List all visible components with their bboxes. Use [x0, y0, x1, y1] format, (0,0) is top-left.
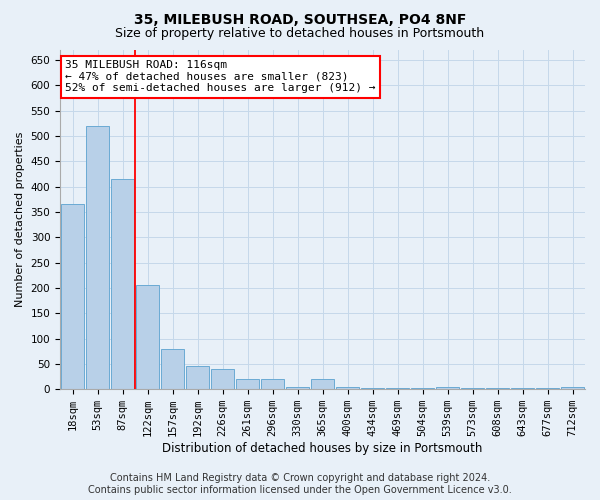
Text: 35 MILEBUSH ROAD: 116sqm
← 47% of detached houses are smaller (823)
52% of semi-: 35 MILEBUSH ROAD: 116sqm ← 47% of detach… [65, 60, 376, 94]
X-axis label: Distribution of detached houses by size in Portsmouth: Distribution of detached houses by size … [163, 442, 483, 455]
Bar [461, 388, 484, 389]
Bar [486, 388, 509, 389]
Bar [311, 379, 334, 389]
Bar [161, 348, 184, 389]
Text: 35, MILEBUSH ROAD, SOUTHSEA, PO4 8NF: 35, MILEBUSH ROAD, SOUTHSEA, PO4 8NF [134, 12, 466, 26]
Bar [111, 179, 134, 389]
Bar [286, 386, 309, 389]
Bar [61, 204, 84, 389]
Bar [86, 126, 109, 389]
Bar [411, 388, 434, 389]
Bar [511, 388, 534, 389]
Text: Contains HM Land Registry data © Crown copyright and database right 2024.
Contai: Contains HM Land Registry data © Crown c… [88, 474, 512, 495]
Bar [211, 369, 234, 389]
Bar [361, 388, 384, 389]
Bar [336, 386, 359, 389]
Bar [136, 286, 159, 389]
Bar [261, 379, 284, 389]
Bar [561, 386, 584, 389]
Bar [186, 366, 209, 389]
Bar [236, 379, 259, 389]
Bar [536, 388, 559, 389]
Y-axis label: Number of detached properties: Number of detached properties [15, 132, 25, 308]
Bar [436, 386, 459, 389]
Bar [386, 388, 409, 389]
Text: Size of property relative to detached houses in Portsmouth: Size of property relative to detached ho… [115, 28, 485, 40]
